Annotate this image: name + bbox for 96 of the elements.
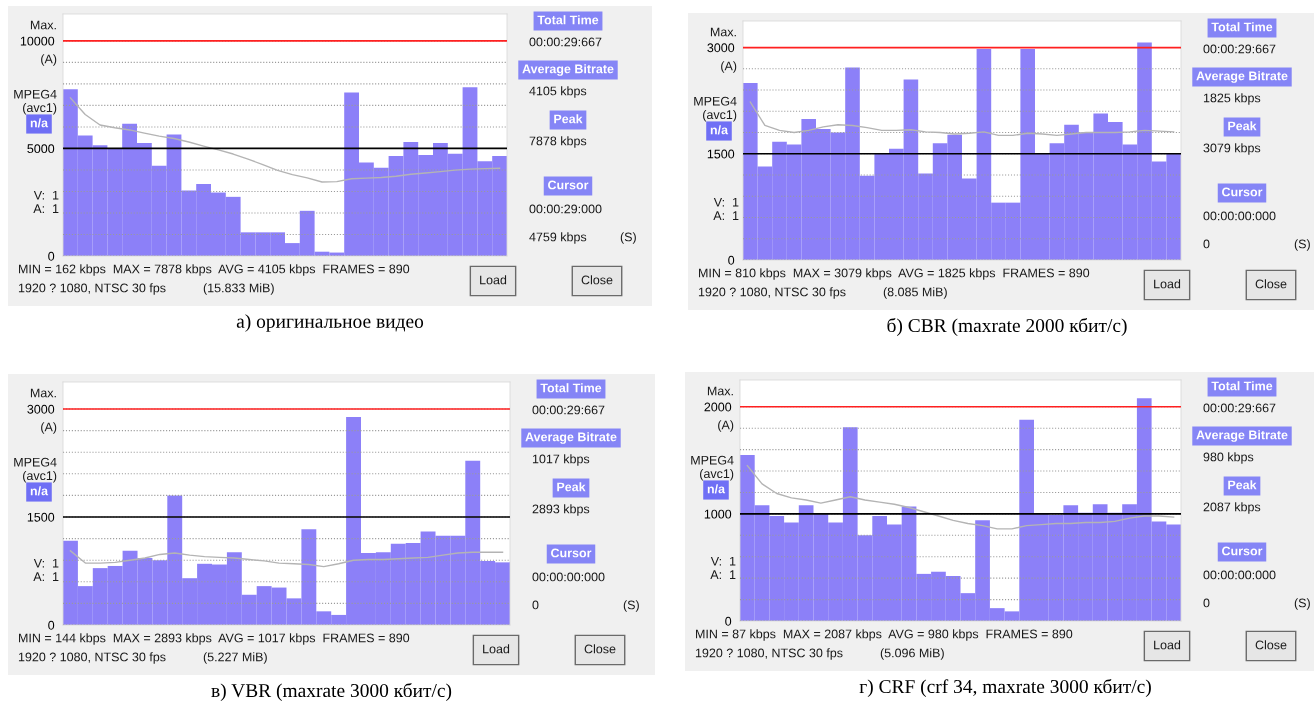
text: 00:00:00:000 xyxy=(532,572,605,582)
text: 1825 kbps xyxy=(1203,93,1261,105)
text: Cursor xyxy=(1222,546,1263,556)
text: 0 xyxy=(1203,239,1210,249)
text: 1920 ? 1080, NTSC 30 fps xyxy=(695,648,843,660)
text: 1017 kbps xyxy=(532,454,590,466)
text: MIN = 144 kbps MAX = 2893 kbps AVG = 1017 kbps FRAMES = 890 xyxy=(19,633,410,645)
text: Peak xyxy=(1228,480,1257,490)
text: 00:00:29:667 xyxy=(529,37,602,47)
text: 00:00:00:000 xyxy=(1203,570,1276,580)
text: MIN = 87 kbps MAX = 2087 kbps AVG = 980 kbps FRAMES = 890 xyxy=(696,629,1073,641)
text: (A) xyxy=(41,422,57,434)
text: n/a xyxy=(710,125,729,135)
y-tick-label: 1000 xyxy=(704,509,732,519)
text: Max. xyxy=(30,388,56,398)
text: MPEG4 (avc1) xyxy=(14,457,57,483)
y-tick-label: 1500 xyxy=(707,149,735,159)
text: n/a xyxy=(707,484,726,494)
text: (A) xyxy=(721,61,737,73)
text: 4105 kbps xyxy=(529,86,587,98)
text: 1920 ? 1080, NTSC 30 fps xyxy=(18,652,166,664)
text: Load xyxy=(1154,640,1181,650)
text: Close xyxy=(581,275,613,285)
text: (8.085 MiB) xyxy=(883,287,947,299)
text: (15.833 MiB) xyxy=(203,283,274,295)
text: MPEG4 (avc1) xyxy=(14,89,57,115)
text: n/a xyxy=(30,486,49,496)
text: Load xyxy=(480,275,507,285)
text: V: 1 A: 1 xyxy=(33,558,59,581)
y-tick-label: 3000 xyxy=(707,43,735,53)
text: Load xyxy=(483,644,510,654)
text: (S) xyxy=(623,600,639,612)
text: г) CRF (crf 34, maxrate 3000 кбит/с) xyxy=(859,678,1151,698)
text: 980 kbps xyxy=(1203,452,1254,464)
text: Cursor xyxy=(548,180,589,190)
text: 0 xyxy=(532,600,539,610)
text: Cursor xyxy=(1222,187,1263,197)
text: 7878 kbps xyxy=(529,136,587,148)
text: 00:00:00:000 xyxy=(1203,211,1276,221)
text: V: 1 A: 1 xyxy=(33,190,59,213)
text: (5.227 MiB) xyxy=(203,652,267,664)
text: 00:00:29:667 xyxy=(532,405,605,415)
text: Max. xyxy=(30,20,56,30)
text: Average Bitrate xyxy=(522,64,614,76)
y-tick-label: 0 xyxy=(725,616,732,626)
text: Average Bitrate xyxy=(525,432,617,444)
text: (A) xyxy=(41,54,57,66)
text: (S) xyxy=(1294,239,1310,251)
text: n/a xyxy=(30,118,49,128)
text: Peak xyxy=(1228,121,1257,131)
y-tick-label: 0 xyxy=(48,620,55,630)
text: б) CBR (maxrate 2000 кбит/с) xyxy=(887,317,1127,337)
text: в) VBR (maxrate 3000 кбит/с) xyxy=(211,682,452,702)
text: Peak xyxy=(554,114,583,124)
text: Total Time xyxy=(537,15,599,25)
text: 0 xyxy=(1203,598,1210,608)
text: Total Time xyxy=(540,383,602,393)
text: MIN = 810 kbps MAX = 3079 kbps AVG = 1825 kbps FRAMES = 890 xyxy=(699,268,1090,280)
text: 2893 kbps xyxy=(532,504,590,516)
text: 1920 ? 1080, NTSC 30 fps xyxy=(18,283,166,295)
text: Average Bitrate xyxy=(1196,430,1288,442)
text: Peak xyxy=(557,482,586,492)
y-tick-label: 0 xyxy=(728,255,735,265)
y-tick-label: 3000 xyxy=(27,404,55,414)
text: 1920 ? 1080, NTSC 30 fps xyxy=(698,287,846,299)
text: MPEG4 (avc1) xyxy=(694,96,737,122)
y-tick-label: 0 xyxy=(48,251,55,261)
text: 3079 kbps xyxy=(1203,143,1261,155)
text: (5.096 MiB) xyxy=(880,648,944,660)
text: Max. xyxy=(710,27,736,37)
text: MIN = 162 kbps MAX = 7878 kbps AVG = 4105 kbps FRAMES = 890 xyxy=(19,264,410,276)
text: Average Bitrate xyxy=(1196,71,1288,83)
text: а) оригинальное видео xyxy=(236,314,424,332)
text: Close xyxy=(584,644,616,654)
text: Load xyxy=(1154,279,1181,289)
text: (S) xyxy=(1294,598,1310,610)
text: (S) xyxy=(620,232,636,244)
text: (A) xyxy=(718,420,734,432)
text: Total Time xyxy=(1211,381,1273,391)
y-tick-label: 5000 xyxy=(27,144,55,154)
text: Cursor xyxy=(551,548,592,558)
text: Close xyxy=(1255,279,1287,289)
text: MPEG4 (avc1) xyxy=(691,455,734,481)
text: 00:00:29:667 xyxy=(1203,403,1276,413)
text: 2087 kbps xyxy=(1203,502,1261,514)
y-tick-label: 2000 xyxy=(704,402,732,412)
text: 00:00:29:000 xyxy=(529,204,602,214)
text: V: 1 A: 1 xyxy=(710,556,736,579)
text: 00:00:29:667 xyxy=(1203,44,1276,54)
text: V: 1 A: 1 xyxy=(713,197,739,220)
text: Total Time xyxy=(1211,22,1273,32)
y-tick-label: 1500 xyxy=(27,512,55,522)
text: 4759 kbps xyxy=(529,232,587,244)
y-tick-label: 10000 xyxy=(20,36,55,46)
text: Close xyxy=(1255,640,1287,650)
text: Max. xyxy=(707,386,733,396)
